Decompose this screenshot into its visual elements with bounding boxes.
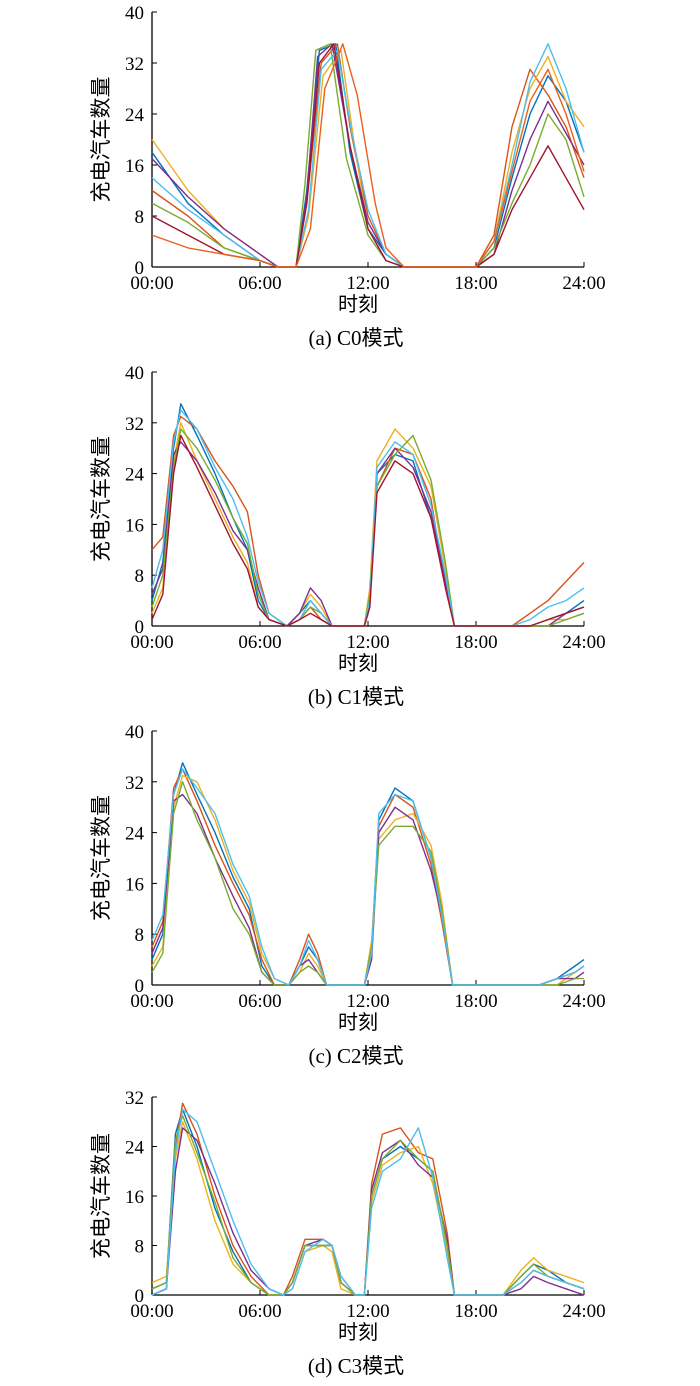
y-tick-label: 8 xyxy=(135,925,145,946)
series-line-3 xyxy=(151,43,585,268)
series-line-5 xyxy=(151,1108,585,1296)
y-tick-label: 0 xyxy=(135,976,145,997)
chart-panel-0: 0 8 16 24 32 40 00:00 06:00 12:00 18:00 24:00 时刻 充电汽… xyxy=(89,3,606,350)
series-line-5 xyxy=(151,409,585,627)
y-tick-label: 24 xyxy=(125,1138,145,1159)
y-axis-label: 充电汽车数量 xyxy=(89,436,113,562)
series-line-4 xyxy=(151,781,584,986)
y-axis-label: 充电汽车数量 xyxy=(89,1133,113,1259)
y-tick-label: 24 xyxy=(125,824,145,845)
x-tick-label: 00:00 xyxy=(130,632,173,653)
x-tick-label: 00:00 xyxy=(130,991,173,1012)
x-tick-label: 06:00 xyxy=(238,991,281,1012)
x-axis-label: 时刻 xyxy=(338,1321,378,1344)
series-line-2 xyxy=(151,774,585,986)
x-tick-label: 24:00 xyxy=(562,1301,605,1322)
y-axis-label: 充电汽车数量 xyxy=(89,77,113,203)
chart-panel-3: 0 8 16 24 32 00:00 06:00 12:00 18:00 24:00 时刻 充电汽车数… xyxy=(89,1088,606,1378)
x-tick-label: 18:00 xyxy=(454,632,497,653)
x-tick-label: 18:00 xyxy=(454,1301,497,1322)
y-tick-label: 24 xyxy=(125,465,145,486)
x-tick-label: 06:00 xyxy=(238,632,281,653)
chart-panel-2: 0 8 16 24 32 40 00:00 06:00 12:00 18:00 24:00 时刻 充电汽… xyxy=(89,722,606,1068)
panel-caption: (c) C2模式 xyxy=(308,1044,403,1068)
x-tick-label: 12:00 xyxy=(346,991,389,1012)
y-tick-label: 40 xyxy=(125,3,144,24)
x-tick-label: 06:00 xyxy=(238,1301,281,1322)
y-tick-label: 0 xyxy=(135,1286,145,1307)
chart-panel-1: 0 8 16 24 32 40 00:00 06:00 12:00 18:00 24:00 时刻 充电汽… xyxy=(89,363,606,709)
y-tick-label: 16 xyxy=(125,515,144,536)
x-tick-label: 06:00 xyxy=(238,273,281,294)
y-tick-label: 32 xyxy=(125,773,144,794)
y-tick-label: 8 xyxy=(135,207,145,228)
y-tick-label: 0 xyxy=(135,617,145,638)
series-line-1 xyxy=(151,768,585,986)
y-tick-label: 32 xyxy=(125,54,144,75)
x-axis-label: 时刻 xyxy=(338,293,378,316)
series-line-6 xyxy=(151,434,585,627)
panel-caption: (b) C1模式 xyxy=(308,685,404,709)
x-tick-label: 12:00 xyxy=(346,1301,389,1322)
panel-caption: (a) C0模式 xyxy=(308,326,403,350)
series-line-0 xyxy=(151,762,585,986)
panel-caption: (d) C3模式 xyxy=(308,1354,404,1378)
x-axis-label: 时刻 xyxy=(338,652,378,675)
y-tick-label: 16 xyxy=(125,874,144,895)
y-tick-label: 40 xyxy=(125,722,144,743)
x-tick-label: 24:00 xyxy=(562,991,605,1012)
series-line-2 xyxy=(151,422,585,627)
x-tick-label: 12:00 xyxy=(346,632,389,653)
series-line-4 xyxy=(151,43,585,268)
x-tick-label: 18:00 xyxy=(454,273,497,294)
x-tick-label: 24:00 xyxy=(562,632,605,653)
y-tick-label: 8 xyxy=(135,1237,145,1258)
x-axis-label: 时刻 xyxy=(338,1011,378,1034)
y-tick-label: 24 xyxy=(125,105,145,126)
x-tick-label: 18:00 xyxy=(454,991,497,1012)
y-tick-label: 16 xyxy=(125,1187,144,1208)
series-line-1 xyxy=(151,1102,585,1296)
series-line-5 xyxy=(151,768,585,986)
series-line-7 xyxy=(151,43,585,268)
series-line-1 xyxy=(151,415,585,627)
y-tick-label: 40 xyxy=(125,363,144,384)
y-tick-label: 16 xyxy=(125,156,144,177)
x-tick-label: 00:00 xyxy=(130,273,173,294)
series-line-4 xyxy=(151,1114,585,1296)
x-tick-label: 12:00 xyxy=(346,273,389,294)
y-tick-label: 32 xyxy=(125,1088,144,1109)
y-tick-label: 8 xyxy=(135,566,145,587)
x-tick-label: 24:00 xyxy=(562,273,605,294)
y-tick-label: 0 xyxy=(135,258,145,279)
series-line-0 xyxy=(151,403,585,627)
y-tick-label: 32 xyxy=(125,414,144,435)
y-axis-label: 充电汽车数量 xyxy=(89,795,113,921)
x-tick-label: 00:00 xyxy=(130,1301,173,1322)
